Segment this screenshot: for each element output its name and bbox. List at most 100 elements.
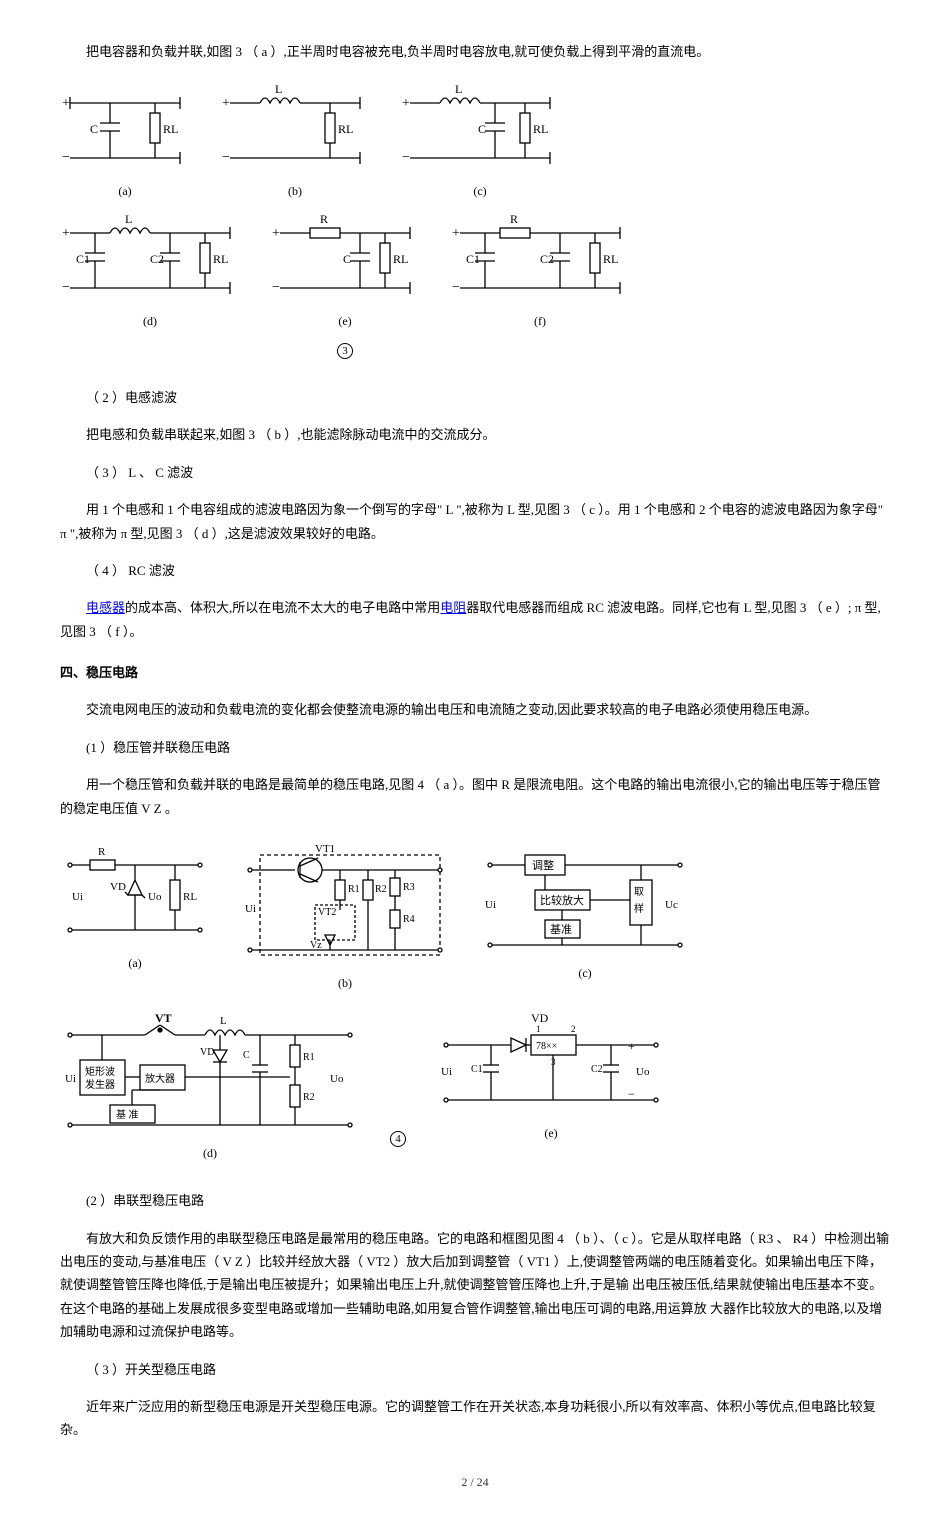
svg-text:RL: RL bbox=[603, 252, 618, 266]
svg-text:C2: C2 bbox=[150, 252, 164, 266]
section-3-title: （ 3 ） L 、 C 滤波 bbox=[60, 461, 890, 484]
svg-text:R: R bbox=[510, 213, 518, 226]
svg-text:C1: C1 bbox=[466, 252, 480, 266]
section-2-title: （ 2 ）电感滤波 bbox=[60, 386, 890, 409]
svg-text:−: − bbox=[222, 150, 230, 165]
svg-text:−: − bbox=[452, 280, 460, 295]
circuit-3b: L + − RL (b) bbox=[220, 83, 370, 203]
svg-text:Ui: Ui bbox=[485, 899, 496, 911]
sub-1-p1: 用一个稳压管和负载并联的电路是最简单的稳压电路,见图 4 （ a ）。图中 R … bbox=[60, 773, 890, 820]
svg-text:1: 1 bbox=[536, 1024, 541, 1034]
svg-text:2: 2 bbox=[571, 1024, 576, 1034]
svg-text:RL: RL bbox=[393, 252, 408, 266]
svg-text:78××: 78×× bbox=[536, 1041, 557, 1052]
svg-text:R1: R1 bbox=[303, 1052, 315, 1063]
sub-2-p1: 有放大和负反馈作用的串联型稳压电路是最常用的稳压电路。它的电路和框图见图 4 （… bbox=[60, 1227, 890, 1344]
sub-3-p1: 近年来广泛应用的新型稳压电源是开关型稳压电源。它的调整管工作在开关状态,本身功耗… bbox=[60, 1395, 890, 1442]
circuit-4c: 调整 比较放大 取 样 基准 bbox=[480, 840, 690, 985]
svg-text:Ui: Ui bbox=[65, 1073, 76, 1085]
svg-text:Ui: Ui bbox=[72, 891, 83, 903]
circuit-4b: VT1 R1 VT2 bbox=[240, 840, 450, 995]
figure-4: R VD Uo RL bbox=[60, 840, 890, 1164]
svg-text:−: − bbox=[62, 150, 70, 165]
svg-text:L: L bbox=[125, 213, 132, 226]
svg-text:发生器: 发生器 bbox=[85, 1078, 115, 1091]
inductor-link[interactable]: 电感器 bbox=[86, 600, 125, 615]
svg-text:调整: 调整 bbox=[532, 858, 554, 872]
svg-text:样: 样 bbox=[634, 902, 644, 915]
svg-text:放大器: 放大器 bbox=[145, 1072, 175, 1085]
svg-text:−: − bbox=[628, 1087, 635, 1101]
section-4-title: （ 4 ） RC 滤波 bbox=[60, 559, 890, 582]
circuit-3d: L + − C1 C2 bbox=[60, 213, 240, 333]
svg-text:VT: VT bbox=[155, 1011, 172, 1025]
circuit-4d: VT L 矩形波 发生器 bbox=[60, 1010, 360, 1165]
svg-text:RL: RL bbox=[338, 122, 353, 136]
svg-text:L: L bbox=[455, 83, 462, 96]
svg-text:C2: C2 bbox=[540, 252, 554, 266]
svg-text:取: 取 bbox=[634, 886, 644, 898]
svg-text:+: + bbox=[628, 1039, 635, 1053]
resistor-link[interactable]: 电阻 bbox=[440, 600, 466, 615]
svg-text:Vz: Vz bbox=[310, 940, 322, 951]
sub-3-title: （ 3 ）开关型稳压电路 bbox=[60, 1358, 890, 1381]
section-3-p1: 用 1 个电感和 1 个电容组成的滤波电路因为象一个倒写的字母" L ",被称为… bbox=[60, 498, 890, 545]
svg-text:+: + bbox=[62, 96, 70, 111]
intro-paragraph: 把电容器和负载并联,如图 3 （ a ）,正半周时电容被充电,负半周时电容放电,… bbox=[60, 40, 890, 63]
svg-text:VD: VD bbox=[110, 881, 126, 893]
svg-text:C1: C1 bbox=[471, 1064, 483, 1075]
svg-text:R2: R2 bbox=[303, 1092, 315, 1103]
svg-text:Ui: Ui bbox=[245, 903, 256, 915]
svg-text:+: + bbox=[222, 96, 230, 111]
svg-text:−: − bbox=[62, 280, 70, 295]
svg-text:VD: VD bbox=[200, 1047, 214, 1058]
circuit-3c: L + − C RL bbox=[400, 83, 560, 203]
svg-text:RL: RL bbox=[533, 122, 548, 136]
svg-text:RL: RL bbox=[213, 252, 228, 266]
svg-text:C: C bbox=[343, 252, 351, 266]
svg-text:VT1: VT1 bbox=[315, 843, 335, 855]
svg-text:Uo: Uo bbox=[636, 1066, 650, 1078]
header-4-title: 四、稳压电路 bbox=[60, 661, 890, 684]
svg-text:R: R bbox=[98, 846, 106, 858]
svg-text:R2: R2 bbox=[375, 884, 387, 895]
svg-text:矩形波: 矩形波 bbox=[85, 1065, 115, 1078]
circuit-3a: + − C RL (a) bbox=[60, 83, 190, 203]
svg-text:C: C bbox=[478, 122, 486, 136]
header-4-p1: 交流电网电压的波动和负载电流的变化都会使整流电源的输出电压和电流随之变动,因此要… bbox=[60, 698, 890, 721]
svg-text:C2: C2 bbox=[591, 1064, 603, 1075]
page-footer: 2 / 24 bbox=[60, 1472, 890, 1494]
svg-text:R3: R3 bbox=[403, 882, 415, 893]
svg-text:+: + bbox=[452, 226, 460, 241]
svg-text:+: + bbox=[62, 226, 70, 241]
svg-text:VD: VD bbox=[531, 1011, 549, 1025]
svg-text:−: − bbox=[272, 280, 280, 295]
svg-text:基 准: 基 准 bbox=[116, 1108, 139, 1121]
svg-text:比较放大: 比较放大 bbox=[540, 893, 584, 907]
circuit-4e: VD 78×× 1 3 2 bbox=[436, 1010, 666, 1145]
section-2-p1: 把电感和负载串联起来,如图 3 （ b ）,也能滤除脉动电流中的交流成分。 bbox=[60, 423, 890, 446]
circuit-3f: R + − C1 C2 RL bbox=[450, 213, 630, 333]
svg-text:VT2: VT2 bbox=[318, 907, 336, 918]
svg-text:L: L bbox=[220, 1015, 227, 1027]
svg-text:C1: C1 bbox=[76, 252, 90, 266]
circuit-3e: R + − C RL bbox=[270, 213, 420, 361]
svg-text:RL: RL bbox=[163, 122, 178, 136]
svg-text:R4: R4 bbox=[403, 914, 415, 925]
svg-text:Uo: Uo bbox=[330, 1073, 344, 1085]
svg-text:R: R bbox=[320, 213, 328, 226]
figure-3: + − C RL (a) bbox=[60, 83, 890, 361]
svg-text:C: C bbox=[90, 122, 98, 136]
svg-text:基准: 基准 bbox=[550, 923, 572, 936]
svg-text:−: − bbox=[402, 150, 410, 165]
section-4-p1: 电感器的成本高、体积大,所以在电流不太大的电子电路中常用电阻器取代电感器而组成 … bbox=[60, 596, 890, 643]
svg-text:Uc: Uc bbox=[665, 899, 678, 911]
svg-text:RL: RL bbox=[183, 891, 197, 903]
section-4-mid: 的成本高、体积大,所以在电流不太大的电子电路中常用 bbox=[125, 600, 440, 615]
circuit-4a: R VD Uo RL bbox=[60, 840, 210, 975]
svg-text:Ui: Ui bbox=[441, 1066, 452, 1078]
svg-text:R1: R1 bbox=[348, 884, 360, 895]
svg-text:C: C bbox=[243, 1050, 250, 1061]
sub-2-title: (2 ）串联型稳压电路 bbox=[60, 1189, 890, 1212]
svg-text:Uo: Uo bbox=[148, 891, 162, 903]
